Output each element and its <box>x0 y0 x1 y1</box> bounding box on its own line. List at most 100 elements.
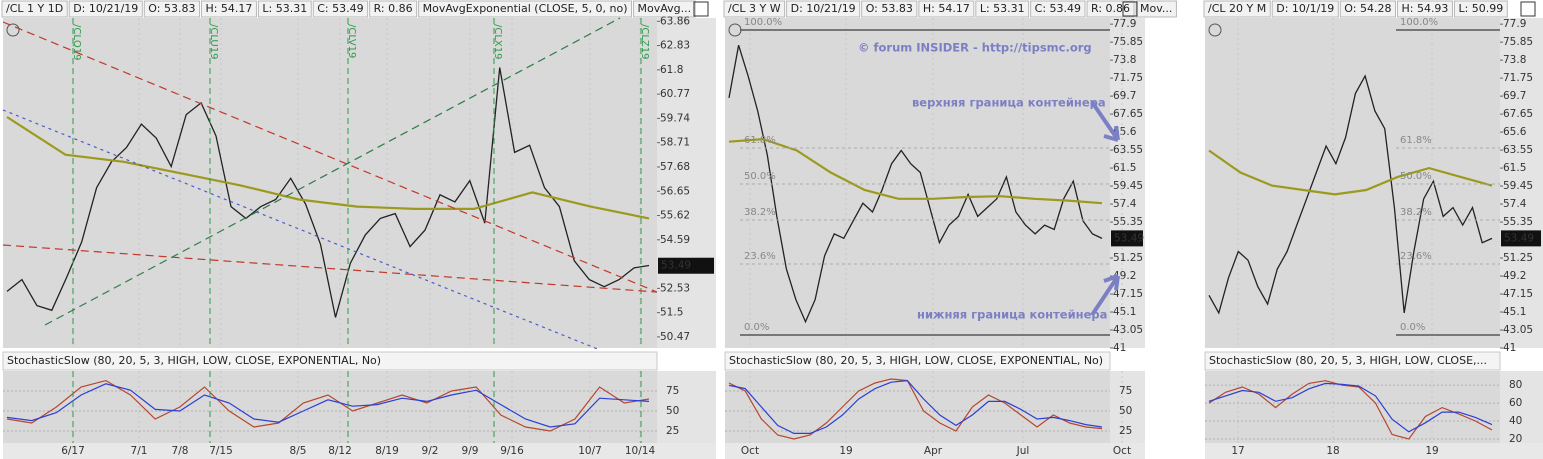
stoch-line <box>728 378 1103 440</box>
settings-icon[interactable] <box>1520 1 1536 17</box>
stoch-tick-label: 60 <box>1509 397 1522 409</box>
fib-label: 50.0% <box>744 171 776 182</box>
stoch-line <box>728 379 1103 434</box>
price-tick-label: 50.47 <box>660 331 690 343</box>
header-item: O: 53.83 <box>866 2 913 15</box>
contract-label: /CLQ19 <box>71 24 82 61</box>
last-price-label: 53.49 <box>1504 232 1534 244</box>
price-tick-label: 55.62 <box>660 210 690 222</box>
x-axis-area <box>3 443 716 459</box>
last-price-box <box>1501 230 1541 247</box>
header-item: L: 53.31 <box>262 2 307 15</box>
header-box <box>1203 0 1271 18</box>
x-tick-label: 19 <box>839 445 852 457</box>
stoch-label: StochasticSlow (80, 20, 5, 3, HIGH, LOW,… <box>1209 354 1487 367</box>
x-tick-label: 19 <box>1425 445 1438 457</box>
moving-average-line <box>1208 149 1493 196</box>
fib-label: 38.2% <box>744 207 776 218</box>
last-price-box <box>1111 230 1143 247</box>
last-price-label: 53.49 <box>661 260 691 272</box>
stoch-label-bar <box>724 351 1111 371</box>
price-tick-label: 67.65 <box>1503 108 1533 120</box>
header-item: R: 0.86 <box>1091 2 1130 15</box>
settings-icon[interactable] <box>1122 1 1138 17</box>
price-tick-label: 75.85 <box>1113 36 1143 48</box>
stoch-label-bar <box>2 351 658 371</box>
price-line <box>728 45 1103 324</box>
stoch-tick-label: 75 <box>666 385 679 397</box>
stoch-label: StochasticSlow (80, 20, 5, 3, HIGH, LOW,… <box>7 354 381 367</box>
plot-area <box>1205 18 1500 348</box>
stoch-tick-label: 80 <box>1509 379 1522 391</box>
stoch-tick-label: 20 <box>1509 433 1522 445</box>
stoch-label-bar <box>1204 351 1501 371</box>
header-box <box>369 0 418 18</box>
x-tick-label: 9/2 <box>422 445 439 457</box>
stoch-tick-label: 40 <box>1509 415 1522 427</box>
price-tick-label: 63.55 <box>1113 144 1143 156</box>
price-tick-label: 62.83 <box>660 40 690 52</box>
price-tick-label: 67.65 <box>1113 108 1143 120</box>
header-item: /CL 20 Y M <box>1208 2 1266 15</box>
price-tick-label: 63.86 <box>660 15 690 27</box>
header-box <box>257 0 312 18</box>
price-tick-label: 77.9 <box>1503 18 1526 30</box>
price-tick-label: 61.8 <box>660 64 683 76</box>
stoch-tick-label: 50 <box>1119 405 1132 417</box>
x-tick-label: 6/17 <box>61 445 85 457</box>
x-tick-label: 8/19 <box>375 445 399 457</box>
header-item: L: 50.99 <box>1458 2 1503 15</box>
price-tick-label: 73.8 <box>1503 54 1526 66</box>
fib-label: 23.6% <box>1400 251 1432 262</box>
contract-label: /CLX19 <box>492 24 503 60</box>
price-tick-label: 77.9 <box>1113 18 1136 30</box>
fib-label: 50.0% <box>1400 171 1432 182</box>
annotation: нижняя граница контейнера <box>917 308 1107 322</box>
price-axis-area <box>1110 18 1145 348</box>
x-tick-label: 9/16 <box>500 445 524 457</box>
price-tick-label: 47.15 <box>1113 288 1143 300</box>
price-line <box>6 67 650 318</box>
header-box <box>723 0 786 18</box>
header-item: H: 54.17 <box>205 2 252 15</box>
stoch-axis-area <box>657 371 716 443</box>
header-item: MovAvg... <box>638 2 692 15</box>
settings-icon[interactable] <box>693 1 709 17</box>
plot-area <box>3 18 657 348</box>
annotation: верхняя граница контейнера <box>912 96 1106 110</box>
stoch-label: StochasticSlow (80, 20, 5, 3, HIGH, LOW,… <box>729 354 1103 367</box>
price-tick-label: 56.65 <box>660 185 690 197</box>
x-tick-label: 8/5 <box>290 445 307 457</box>
arrow <box>1090 100 1120 142</box>
price-tick-label: 54.59 <box>660 234 690 246</box>
header-item: O: 53.83 <box>148 2 195 15</box>
header-item: C: 53.49 <box>1035 2 1081 15</box>
plot-area <box>725 18 1110 348</box>
header-item: H: 54.93 <box>1401 2 1448 15</box>
header-item: H: 54.17 <box>923 2 970 15</box>
price-tick-label: 71.75 <box>1113 72 1143 84</box>
stoch-axis-area <box>1110 371 1145 443</box>
x-axis-area <box>1205 443 1543 459</box>
price-tick-label: 60.77 <box>660 88 690 100</box>
price-tick-label: 71.75 <box>1503 72 1533 84</box>
header-box <box>1396 0 1453 18</box>
moving-average-line <box>6 116 650 220</box>
price-tick-label: 57.4 <box>1113 198 1137 210</box>
x-tick-label: 7/1 <box>131 445 148 457</box>
header-box <box>861 0 918 18</box>
arrow <box>1090 274 1120 317</box>
x-tick-label: 18 <box>1326 445 1339 457</box>
trend-line <box>2 244 658 293</box>
header-box <box>633 0 696 18</box>
trend-line <box>2 109 601 351</box>
fib-label: 0.0% <box>1400 322 1425 333</box>
alert-icon <box>6 23 20 37</box>
contract-label: /CLV19 <box>346 24 357 58</box>
fib-label: 61.8% <box>1400 135 1432 146</box>
x-tick-label: 8/12 <box>328 445 352 457</box>
stoch-area <box>725 371 1110 443</box>
price-tick-label: 47.15 <box>1503 288 1533 300</box>
stoch-tick-label: 50 <box>666 405 679 417</box>
